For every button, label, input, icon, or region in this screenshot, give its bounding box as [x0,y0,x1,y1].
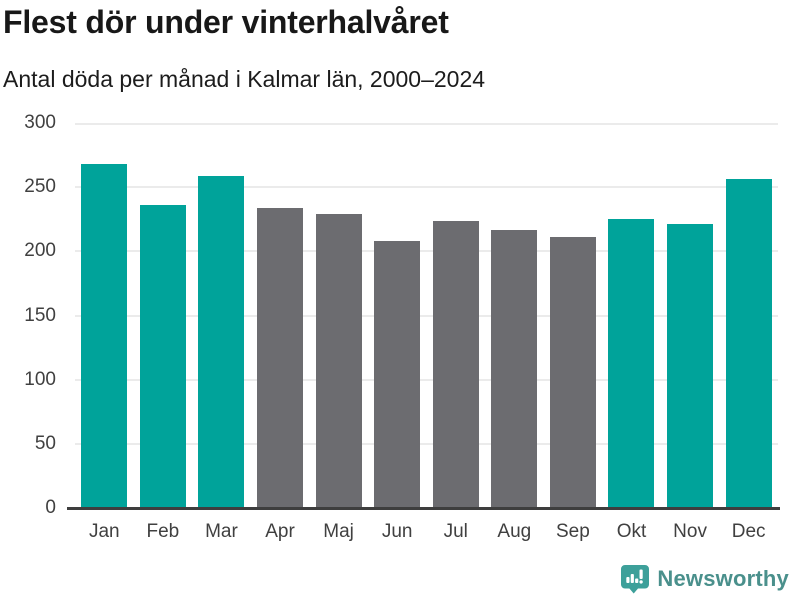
newsworthy-logo: Newsworthy [620,564,789,594]
bar-slot-dec [719,123,778,508]
y-tick-0: 0 [45,497,56,518]
bar-slot-okt [602,123,661,508]
bar-slot-sep [544,123,603,508]
bar-dec [725,179,772,508]
y-tick-300: 300 [24,112,56,133]
bar-slot-mar [192,123,251,508]
x-tick-maj: Maj [323,521,354,542]
bar-maj [315,214,362,508]
bar-slot-apr [251,123,310,508]
bar-aug [491,229,538,508]
gridline-300 [75,123,778,125]
bar-nov [667,224,714,508]
bar-okt [608,219,655,508]
gridline-150 [75,314,778,317]
gridline-250 [75,186,778,189]
bar-slot-maj [309,123,368,508]
bar-apr [257,207,304,508]
x-tick-apr: Apr [265,521,295,542]
gridline-100 [75,378,778,381]
y-tick-150: 150 [24,304,56,326]
bar-slot-jun [368,123,427,508]
y-tick-50: 50 [34,432,56,454]
newsworthy-brand-text: Newsworthy [657,566,789,591]
x-tick-feb: Feb [146,521,180,542]
bar-sep [549,237,596,508]
x-tick-sep: Sep [556,521,590,542]
y-tick-200: 200 [24,240,56,262]
bar-jul [432,220,479,508]
x-tick-aug: Aug [497,521,532,542]
bar-feb [139,205,186,508]
bar-jan [81,164,128,508]
gridline-50 [75,442,778,445]
gridline-200 [75,250,778,253]
page-subtitle: Antal döda per månad i Kalmar län, 2000–… [3,66,486,92]
x-axis-labels: Jan Feb Mar Apr Maj Jun Jul Aug Sep Okt Nov Dec [75,520,778,544]
x-tick-jan: Jan [88,521,120,542]
x-tick-jun: Jun [381,521,413,542]
bar-slot-nov [661,123,720,508]
bar-slot-aug [485,123,544,508]
y-tick-250: 250 [24,176,56,198]
x-tick-nov: Nov [673,521,707,542]
bars-group [75,123,778,508]
bar-slot-jul [426,123,485,508]
x-tick-dec: Dec [731,521,766,542]
page-title: Flest dör under vinterhalvåret [3,4,449,40]
x-tick-mar: Mar [205,521,238,542]
newsworthy-pin-barchart-icon [621,565,650,594]
bar-chart: 0 50 100 150 200 250 300 Jan Feb Mar Apr Maj Jun Jul… [0,110,800,565]
x-tick-okt: Okt [616,521,647,542]
x-axis-line [67,507,780,510]
x-tick-jul: Jul [443,521,468,542]
bar-mar [198,175,245,508]
bar-slot-feb [134,123,193,508]
y-tick-100: 100 [24,368,56,390]
bar-slot-jan [75,123,134,508]
plot-area [67,123,780,510]
bar-jun [374,241,421,508]
